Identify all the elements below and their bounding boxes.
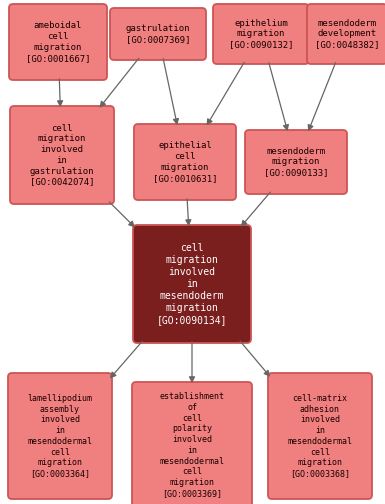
FancyBboxPatch shape	[132, 382, 252, 504]
FancyBboxPatch shape	[8, 373, 112, 499]
Text: establishment
of
cell
polarity
involved
in
mesendodermal
cell
migration
[GO:0003: establishment of cell polarity involved …	[159, 392, 224, 498]
Text: cell
migration
involved
in
mesendoderm
migration
[GO:0090134]: cell migration involved in mesendoderm m…	[157, 243, 227, 325]
FancyBboxPatch shape	[213, 4, 309, 64]
FancyBboxPatch shape	[10, 106, 114, 204]
Text: epithelial
cell
migration
[GO:0010631]: epithelial cell migration [GO:0010631]	[153, 142, 217, 182]
FancyBboxPatch shape	[245, 130, 347, 194]
FancyBboxPatch shape	[133, 225, 251, 343]
Text: gastrulation
[GO:0007369]: gastrulation [GO:0007369]	[126, 24, 190, 44]
FancyBboxPatch shape	[9, 4, 107, 80]
Text: cell-matrix
adhesion
involved
in
mesendodermal
cell
migration
[GO:0003368]: cell-matrix adhesion involved in mesendo…	[288, 394, 353, 478]
Text: cell
migration
involved
in
gastrulation
[GO:0042074]: cell migration involved in gastrulation …	[30, 123, 94, 186]
FancyBboxPatch shape	[110, 8, 206, 60]
FancyBboxPatch shape	[307, 4, 385, 64]
Text: mesendoderm
development
[GO:0048382]: mesendoderm development [GO:0048382]	[315, 19, 379, 49]
Text: epithelium
migration
[GO:0090132]: epithelium migration [GO:0090132]	[229, 19, 293, 49]
FancyBboxPatch shape	[134, 124, 236, 200]
Text: ameboidal
cell
migration
[GO:0001667]: ameboidal cell migration [GO:0001667]	[26, 21, 90, 62]
Text: lamellipodium
assembly
involved
in
mesendodermal
cell
migration
[GO:0003364]: lamellipodium assembly involved in mesen…	[27, 394, 92, 478]
FancyBboxPatch shape	[268, 373, 372, 499]
Text: mesendoderm
migration
[GO:0090133]: mesendoderm migration [GO:0090133]	[264, 147, 328, 177]
